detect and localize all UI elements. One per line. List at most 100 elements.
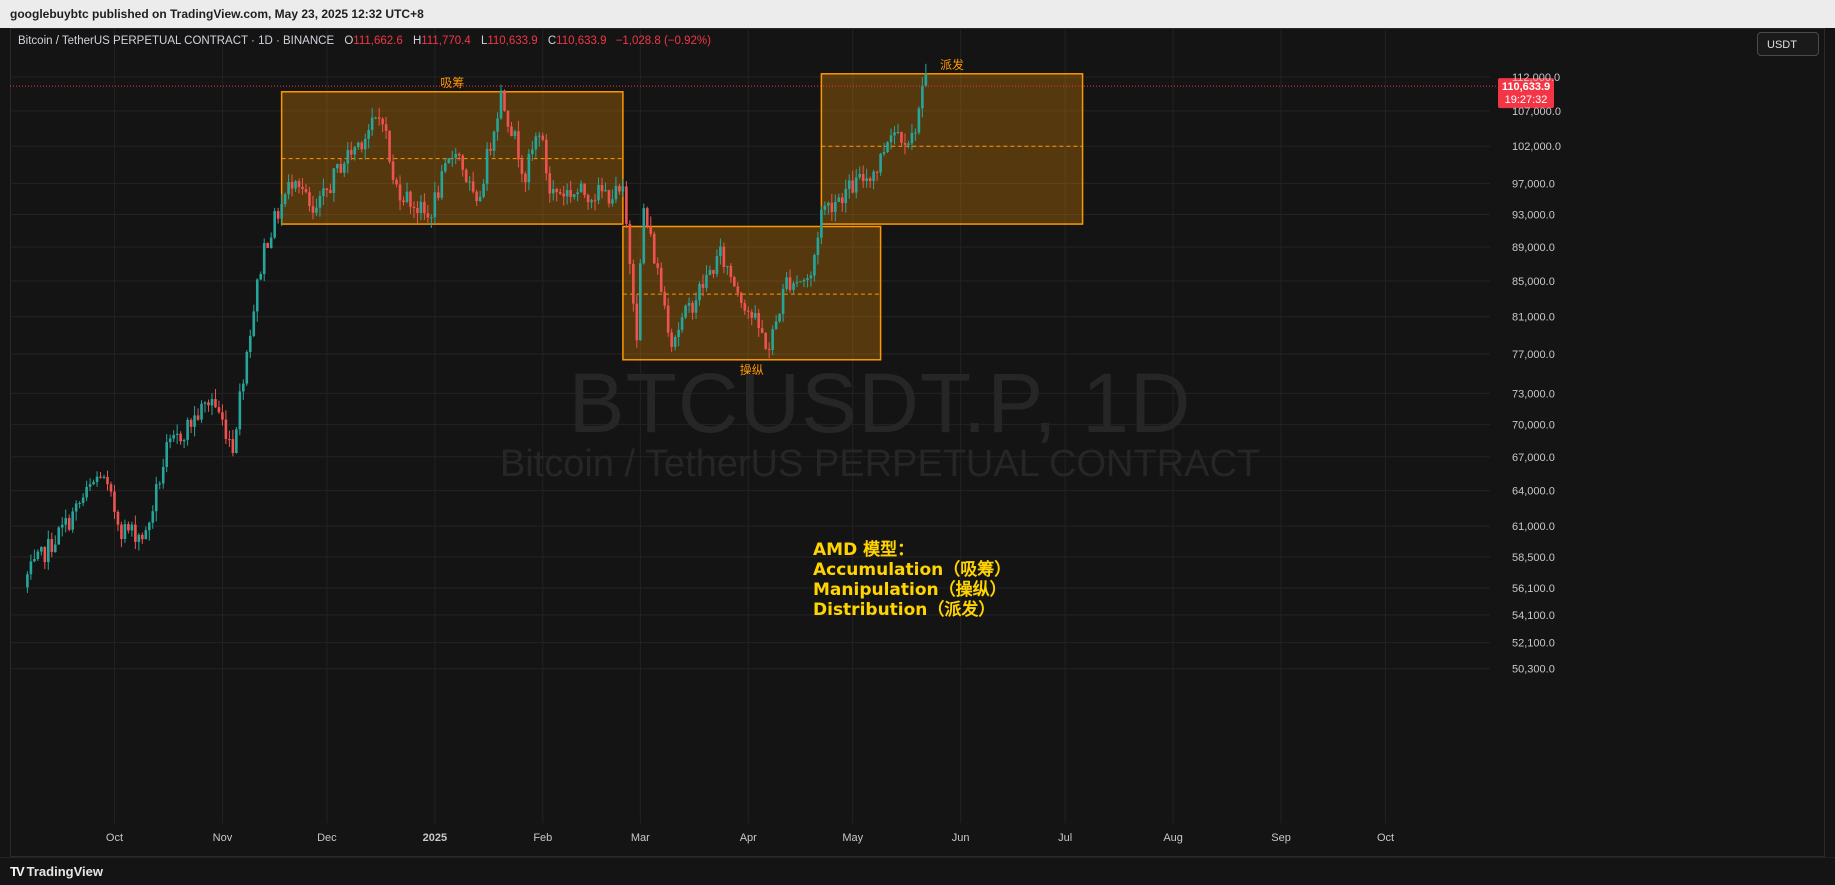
candle-body — [771, 329, 774, 350]
candle-body — [471, 181, 475, 192]
candle-body — [611, 199, 614, 204]
y-tick-label: 70,000.0 — [1512, 419, 1555, 431]
candle-body — [423, 201, 426, 214]
x-tick-label: Jul — [1058, 832, 1072, 844]
candle-body — [433, 192, 437, 218]
candle-body — [872, 171, 875, 181]
candle-body — [712, 270, 715, 274]
price-axis[interactable]: 112,000.0 107,000.0 102,000.0 97,000.0 93,00… — [1512, 72, 1561, 676]
candle-body — [753, 313, 757, 318]
y-tick-label: 93,000.0 — [1512, 209, 1555, 221]
symbol-legend[interactable]: Bitcoin / TetherUS PERPETUAL CONTRACT · … — [18, 35, 711, 47]
candle-body — [844, 188, 848, 204]
candle-body — [283, 194, 287, 205]
candle-body — [882, 152, 886, 154]
candle-body — [492, 131, 496, 151]
close-label: C — [547, 35, 557, 47]
candle-body — [231, 439, 235, 453]
candle-body — [708, 270, 712, 275]
candle-body — [583, 183, 586, 196]
amd-box-1[interactable] — [622, 225, 882, 361]
candle-body — [586, 195, 590, 203]
candle-body — [290, 181, 294, 189]
candle-body — [437, 192, 440, 198]
candle-body — [722, 246, 726, 267]
candle-body — [827, 202, 830, 206]
tradingview-logo[interactable]: TV TradingView — [10, 864, 103, 879]
candle-body — [757, 313, 761, 329]
candle-body — [318, 196, 322, 208]
candle-body — [639, 263, 642, 341]
candle-body — [50, 538, 54, 553]
candle-body — [384, 124, 388, 131]
candle-body — [235, 429, 238, 453]
candle-body — [409, 191, 412, 207]
candle-body — [733, 277, 736, 287]
candle-body — [551, 189, 555, 194]
candle-body — [405, 191, 409, 203]
last-price-text: 110,633.9 — [1502, 81, 1550, 93]
candle-body — [301, 186, 304, 190]
candle-body — [590, 200, 593, 203]
candle-body — [614, 185, 618, 200]
candle-body — [60, 524, 64, 528]
candle-body — [120, 524, 123, 539]
candle-body — [774, 321, 778, 330]
candle-body — [816, 237, 820, 255]
candle-body — [363, 138, 367, 150]
candle-body — [315, 207, 318, 213]
candle-body — [297, 181, 301, 187]
candle-body — [569, 190, 572, 198]
amd-note-line2: Accumulation（吸筹） — [813, 560, 1012, 580]
time-axis[interactable]: Oct Nov Dec 2025 Feb Mar Apr May Jun Jul Aug Sep Oct — [106, 832, 1394, 844]
currency-button[interactable]: USDT — [1757, 32, 1819, 56]
candle-body — [203, 402, 207, 404]
candle-body — [43, 546, 47, 563]
candle-body — [680, 317, 684, 330]
candle-body — [600, 185, 604, 192]
candle-body — [652, 233, 656, 264]
y-tick-label: 112,000.0 — [1512, 72, 1560, 84]
candle-body — [443, 163, 447, 172]
candle-body — [924, 73, 928, 86]
open-label: O — [344, 35, 354, 47]
candle-body — [74, 503, 78, 512]
candle-body — [255, 279, 259, 312]
watermark-description: Bitcoin / TetherUS PERPETUAL CONTRACT — [499, 443, 1261, 485]
candle-body — [29, 561, 33, 575]
publish-banner: googlebuybtc published on TradingView.co… — [0, 0, 1835, 28]
candle-body — [604, 190, 607, 192]
candle-body — [57, 527, 61, 545]
candle-body — [189, 419, 193, 427]
candle-body — [840, 197, 844, 204]
candle-body — [513, 131, 517, 136]
candle-body — [579, 183, 583, 193]
candle-body — [499, 90, 503, 119]
candle-body — [531, 149, 534, 155]
candle-body — [666, 305, 670, 333]
last-price-tag[interactable] — [1498, 78, 1554, 109]
x-tick-label: 2025 — [423, 832, 447, 844]
candle-body — [854, 177, 858, 193]
x-tick-label: Apr — [740, 832, 757, 844]
candle-body — [746, 310, 750, 312]
y-tick-label: 56,100.0 — [1512, 583, 1555, 595]
candle-body — [395, 179, 398, 185]
candle-body — [635, 303, 639, 341]
candle-body — [576, 192, 579, 195]
candle-body — [461, 155, 465, 170]
candle-body — [106, 476, 109, 485]
candle-body — [886, 142, 889, 153]
amd-box-2[interactable] — [820, 73, 1084, 225]
candle-body — [440, 171, 444, 198]
candle-body — [628, 223, 632, 264]
candle-body — [217, 407, 221, 413]
candle-body — [127, 524, 130, 531]
candle-body — [33, 558, 36, 562]
candle-body — [562, 193, 565, 197]
candle-body — [273, 211, 276, 238]
candle-body — [130, 524, 134, 531]
candle-body — [207, 402, 210, 406]
candle-body — [374, 117, 377, 119]
